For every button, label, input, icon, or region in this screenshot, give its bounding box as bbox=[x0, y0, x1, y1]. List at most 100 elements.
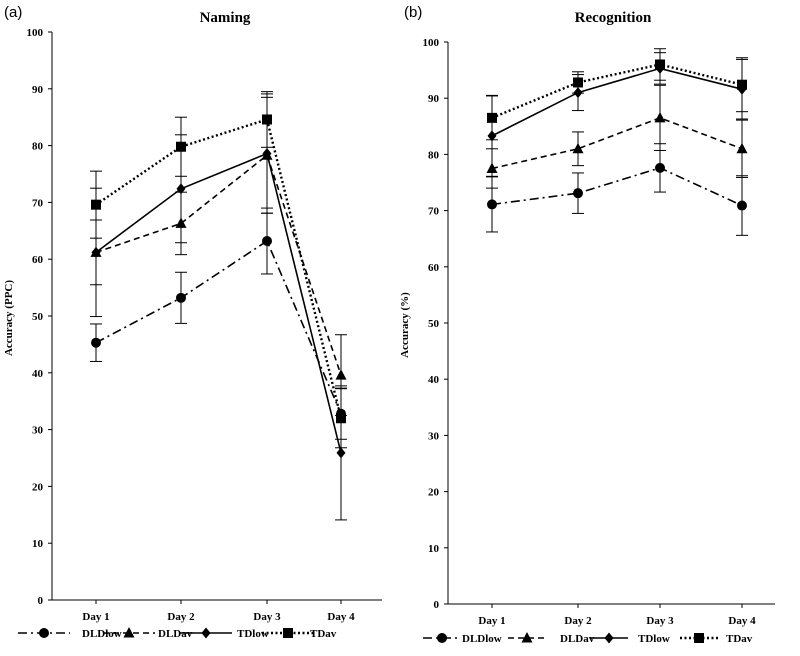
y-tick-label: 50 bbox=[428, 318, 440, 330]
series-line bbox=[95, 239, 342, 415]
series-dldlow bbox=[486, 143, 748, 236]
y-tick-label: 30 bbox=[428, 430, 440, 442]
series-tdav bbox=[90, 91, 347, 449]
y-tick-label: 60 bbox=[32, 254, 44, 266]
data-point-tdav bbox=[737, 79, 747, 90]
chart-panel-naming: (a) Naming 0 10 20 30 40 50 60 70 80 90 100 Accuracy … bbox=[3, 4, 382, 640]
legend-label: DLDlow bbox=[462, 633, 502, 645]
legend: DLDlow DLDav TDlow TDav bbox=[18, 627, 337, 640]
data-point-tdav bbox=[487, 112, 497, 123]
series-tdlow bbox=[486, 52, 748, 177]
x-tick-label: Day 1 bbox=[82, 611, 109, 623]
series-tdav bbox=[486, 48, 748, 141]
legend-label: DLDlow bbox=[82, 628, 122, 640]
data-point-tdav bbox=[655, 59, 665, 70]
legend-marker bbox=[201, 627, 211, 639]
y-tick-label: 40 bbox=[32, 368, 44, 380]
data-point-tdav bbox=[91, 199, 101, 210]
chart-title: Recognition bbox=[575, 10, 652, 26]
panel-label: (a) bbox=[4, 4, 22, 21]
y-tick-label: 30 bbox=[32, 425, 44, 437]
y-tick-label: 10 bbox=[428, 543, 440, 555]
legend-item-tdav: TDav bbox=[262, 628, 337, 640]
x-tick-label: Day 4 bbox=[327, 611, 355, 623]
data-point-dldav bbox=[736, 142, 748, 154]
data-point-tdlow bbox=[336, 447, 346, 459]
y-tick-label: 100 bbox=[27, 27, 44, 39]
legend-label: TDlow bbox=[638, 633, 670, 645]
series-line bbox=[491, 67, 743, 137]
legend-label: DLDav bbox=[560, 633, 595, 645]
data-point-tdlow bbox=[176, 183, 186, 195]
legend-marker bbox=[39, 628, 49, 638]
y-tick-label: 90 bbox=[32, 84, 44, 96]
data-point-dldlow bbox=[176, 292, 186, 303]
x-tick-label: Day 1 bbox=[478, 615, 505, 627]
legend-item-tdlow: TDlow bbox=[180, 627, 269, 640]
x-tick-label: Day 2 bbox=[564, 615, 592, 627]
y-axis-label: Accuracy (PPC) bbox=[3, 280, 15, 356]
legend-item-tdav: TDav bbox=[680, 633, 753, 645]
legend: DLDlow DLDav TDlow TDav bbox=[423, 632, 753, 645]
y-tick-label: 20 bbox=[428, 487, 440, 499]
y-tick-label: 0 bbox=[38, 595, 44, 607]
chart-title: Naming bbox=[200, 10, 251, 26]
series-tdlow bbox=[90, 93, 347, 521]
x-tick-label: Day 4 bbox=[728, 615, 756, 627]
y-tick-label: 80 bbox=[428, 149, 440, 161]
legend-item-tdlow: TDlow bbox=[590, 632, 670, 645]
series-dldav bbox=[90, 96, 347, 416]
legend-label: TDlow bbox=[237, 628, 269, 640]
data-point-dldlow bbox=[737, 200, 747, 211]
y-tick-label: 80 bbox=[32, 141, 44, 153]
series-line bbox=[491, 63, 743, 119]
data-point-dldlow bbox=[262, 236, 272, 247]
chart-panel-recognition: (b) Recognition 0 10 20 30 40 50 60 70 80 90 100 Accu… bbox=[399, 4, 775, 645]
x-tick-label: Day 2 bbox=[167, 611, 195, 623]
legend-item-dldav: DLDav bbox=[103, 627, 193, 640]
legend-label: TDav bbox=[726, 633, 753, 645]
data-point-tdlow bbox=[91, 246, 101, 258]
legend-item-dldav: DLDav bbox=[508, 632, 595, 645]
y-tick-label: 10 bbox=[32, 538, 44, 550]
legend-marker bbox=[694, 633, 704, 643]
series-line bbox=[95, 152, 342, 454]
legend-marker bbox=[437, 633, 447, 643]
y-tick-label: 70 bbox=[428, 206, 440, 218]
legend-marker bbox=[123, 627, 135, 638]
data-point-tdav bbox=[336, 413, 346, 424]
legend-item-dldlow: DLDlow bbox=[18, 628, 122, 640]
legend-marker bbox=[521, 632, 533, 643]
data-point-tdav bbox=[176, 141, 186, 152]
y-tick-label: 70 bbox=[32, 197, 44, 209]
data-point-dldlow bbox=[91, 337, 101, 348]
data-point-dldav bbox=[572, 142, 584, 154]
y-tick-label: 0 bbox=[434, 599, 440, 611]
y-tick-label: 40 bbox=[428, 374, 440, 386]
y-tick-label: 100 bbox=[423, 37, 440, 49]
series-line bbox=[491, 117, 743, 170]
data-point-tdlow bbox=[262, 148, 272, 160]
legend-marker bbox=[283, 628, 293, 638]
legend-item-dldlow: DLDlow bbox=[423, 633, 502, 645]
legend-label: DLDav bbox=[158, 628, 193, 640]
y-axis-label: Accuracy (%) bbox=[399, 292, 411, 358]
data-point-dldlow bbox=[655, 162, 665, 173]
y-tick-label: 60 bbox=[428, 262, 440, 274]
panel-label: (b) bbox=[404, 4, 422, 21]
data-point-tdav bbox=[262, 114, 272, 125]
data-point-dldav bbox=[335, 369, 347, 380]
series-dldav bbox=[486, 84, 748, 189]
data-point-dldav bbox=[654, 111, 666, 123]
legend-marker bbox=[604, 632, 614, 644]
data-point-tdav bbox=[573, 77, 583, 88]
y-tick-label: 50 bbox=[32, 311, 44, 323]
data-point-dldlow bbox=[487, 199, 497, 210]
x-tick-label: Day 3 bbox=[646, 615, 674, 627]
x-tick-label: Day 3 bbox=[253, 611, 281, 623]
series-line bbox=[95, 117, 343, 419]
y-tick-label: 20 bbox=[32, 481, 44, 493]
legend-label: TDav bbox=[310, 628, 337, 640]
y-tick-label: 90 bbox=[428, 93, 440, 105]
data-point-dldlow bbox=[573, 188, 583, 199]
